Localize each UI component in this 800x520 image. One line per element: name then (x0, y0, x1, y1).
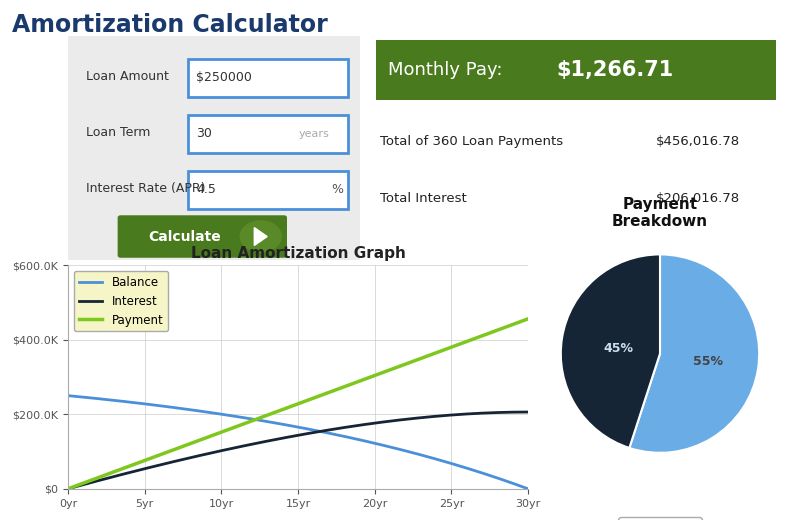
Interest (76, 482, 86, 488)
Interest (325, 427, 334, 433)
Text: %: % (331, 183, 343, 196)
Wedge shape (561, 254, 660, 448)
Interest (350, 423, 360, 429)
FancyBboxPatch shape (188, 115, 348, 153)
Legend: Principal, Interest: Principal, Interest (618, 517, 702, 520)
Text: Total of 360 Loan Payments: Total of 360 Loan Payments (380, 135, 563, 148)
Text: Loan Term: Loan Term (86, 126, 150, 139)
Line: Interest: Interest (68, 412, 528, 489)
FancyBboxPatch shape (188, 59, 348, 97)
Text: $206,016.78: $206,016.78 (656, 192, 740, 205)
Balance (149, 402, 158, 408)
Line: Balance: Balance (68, 396, 528, 489)
Legend: Balance, Interest, Payment: Balance, Interest, Payment (74, 271, 168, 331)
Text: years: years (298, 128, 330, 139)
Payment (350, 380, 360, 386)
Title: Loan Amortization Graph: Loan Amortization Graph (190, 246, 406, 261)
Balance (523, 486, 533, 492)
Payment (325, 389, 334, 395)
Balance (341, 434, 350, 440)
Interest (523, 409, 533, 415)
Text: Calculate: Calculate (149, 229, 221, 243)
Interest (467, 411, 477, 417)
Text: Loan Amount: Loan Amount (86, 70, 168, 83)
Text: $1,266.71: $1,266.71 (556, 60, 674, 80)
Balance (325, 430, 334, 436)
FancyBboxPatch shape (118, 215, 287, 258)
Balance (63, 393, 73, 399)
Payment (467, 336, 477, 343)
Text: 30: 30 (197, 127, 212, 140)
Interest (63, 486, 73, 492)
Payment (76, 481, 86, 487)
Text: Monthly Pay:: Monthly Pay: (388, 61, 514, 79)
FancyBboxPatch shape (188, 171, 348, 209)
Payment (341, 383, 350, 389)
Payment (523, 316, 533, 322)
Text: $456,016.78: $456,016.78 (656, 135, 740, 148)
Balance (467, 466, 477, 473)
Text: $250000: $250000 (197, 71, 252, 84)
Text: 4.5: 4.5 (197, 183, 216, 196)
Polygon shape (254, 228, 267, 245)
Payment (149, 454, 158, 460)
Text: Payment
Breakdown: Payment Breakdown (612, 197, 708, 229)
FancyBboxPatch shape (376, 41, 776, 100)
Interest (149, 463, 158, 470)
Wedge shape (630, 254, 759, 453)
Balance (76, 394, 86, 400)
Circle shape (240, 221, 281, 252)
Interest (341, 424, 350, 431)
Text: Interest Rate (APR): Interest Rate (APR) (86, 182, 205, 195)
Payment (63, 486, 73, 492)
FancyBboxPatch shape (65, 34, 363, 262)
Line: Payment: Payment (68, 319, 528, 489)
Text: 45%: 45% (603, 342, 634, 355)
Text: Amortization Calculator: Amortization Calculator (12, 13, 328, 37)
Text: Total Interest: Total Interest (380, 192, 466, 205)
Balance (350, 436, 360, 442)
Text: 55%: 55% (693, 355, 722, 368)
